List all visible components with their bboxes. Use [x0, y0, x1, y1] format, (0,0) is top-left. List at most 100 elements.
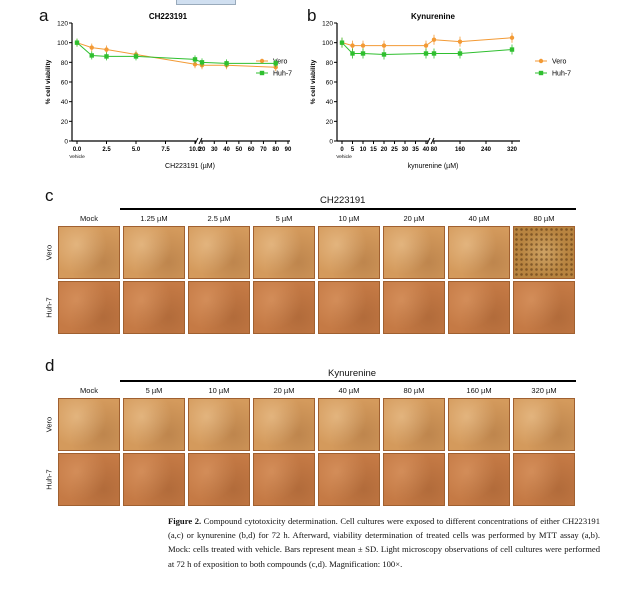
panel-c-micrograph-vero — [383, 226, 445, 279]
panel-c-micrograph-huh-7 — [188, 281, 250, 334]
panel-c-col-label: 20 µM — [403, 214, 425, 223]
panel-d-micrograph-vero — [383, 398, 445, 451]
chart-a-xlabel: CH223191 (µM) — [165, 163, 215, 170]
chart-b-point-huh-7 — [360, 51, 366, 56]
chart-b-axis-break — [426, 137, 431, 145]
panel-d-micrograph-vero — [58, 398, 120, 451]
chart-b-xtick-label: 20 — [381, 147, 388, 153]
chart-a-ytick-label: 40 — [61, 99, 69, 106]
panel-d-micrograph-vero — [188, 398, 250, 451]
panel-c-col-label: 80 µM — [533, 214, 555, 223]
panel-d-micrograph-huh-7 — [123, 453, 185, 506]
chart-b-ytick-label: 20 — [326, 119, 334, 126]
panel-c-col-label: 40 µM — [468, 214, 490, 223]
panel-b-label: b — [307, 6, 317, 25]
chart-b-point-huh-7 — [381, 52, 387, 57]
panel-c-col-label: 1.25 µM — [140, 214, 168, 223]
chart-b-point-vero — [423, 43, 429, 48]
panel-d-col-label: 320 µM — [531, 386, 557, 395]
chart-a-ytick-label: 60 — [61, 80, 69, 87]
panel-d-micrograph-huh-7 — [188, 453, 250, 506]
chart-b-xtick-label: 320 — [507, 147, 518, 153]
chart-a-ylabel: % cell viability — [45, 59, 52, 104]
panel-d-col-label: Mock — [80, 386, 98, 395]
chart-a-point-huh-7 — [224, 61, 229, 66]
chart-a-ytick-label: 20 — [61, 119, 69, 126]
panel-c-micrograph-vero — [188, 226, 250, 279]
panel-c-micrograph-huh-7 — [448, 281, 510, 334]
chart-a-series-line-huh-7 — [76, 42, 276, 64]
panel-c-col-label: 5 µM — [275, 214, 293, 223]
chart-b-ytick-label: 40 — [326, 99, 334, 106]
panel-c-col-label: 10 µM — [338, 214, 360, 223]
panel-d-col-label: 40 µM — [338, 386, 360, 395]
chart-a-xtick-label: 20 — [199, 147, 206, 153]
panel-c-micrograph-vero — [253, 226, 315, 279]
chart-b-xtick-label: 15 — [370, 147, 377, 153]
chart-a-point-vero — [104, 47, 109, 52]
panel-c-micrograph-vero — [318, 226, 380, 279]
chart-b-xtick-label: 40 — [423, 147, 430, 153]
panel-d-micrograph-huh-7 — [253, 453, 315, 506]
chart-a-ytick-label: 120 — [57, 21, 68, 28]
panel-c-micrograph-huh-7 — [253, 281, 315, 334]
panel-c-row-label: Vero — [44, 244, 54, 260]
chart-a-xtick-label: 30 — [211, 147, 218, 153]
chart-a-series-line-vero — [76, 42, 276, 68]
chart-b-ylabel: % cell viability — [310, 59, 317, 104]
panel-c-micrograph-vero — [448, 226, 510, 279]
chart-a-ytick-label: 80 — [61, 60, 69, 67]
figure-caption: Figure 2. Compound cytotoxicity determin… — [168, 514, 600, 571]
chart-b-point-huh-7 — [339, 40, 345, 45]
chart-b-ytick-label: 60 — [326, 80, 334, 87]
chart-a-ytick-label: 100 — [57, 40, 68, 47]
chart-b-point-vero — [381, 43, 387, 48]
chart-b-point-huh-7 — [423, 51, 429, 56]
chart-b-xlabel: kynurenine (µM) — [408, 163, 459, 170]
chart-b-point-huh-7 — [457, 51, 463, 56]
chart-b-xtick-label: 5 — [351, 147, 355, 153]
chart-a-xtick-label: 40 — [223, 147, 230, 153]
chart-a-xtick-label: 70 — [260, 147, 267, 153]
chart-b-xtick-label: 80 — [431, 147, 438, 153]
chart-a-point-huh-7 — [133, 54, 139, 59]
chart-a-point-vero — [192, 62, 198, 67]
panel-c-row-label: Huh-7 — [44, 296, 54, 318]
panel-d-bracket — [120, 380, 576, 382]
panel-c-micrograph-vero — [58, 226, 120, 279]
chart-a-vehicle-label: Vehicle — [69, 154, 85, 160]
chart-a-xtick-label: 10.0 — [189, 147, 201, 153]
panel-d-micrograph-vero — [253, 398, 315, 451]
chart-a-xtick-label: 7.5 — [161, 147, 170, 153]
panel-d-row-label: Vero — [44, 416, 54, 432]
chart-a-point-huh-7 — [192, 57, 198, 62]
chart-a-ytick-label: 0 — [64, 139, 68, 146]
panel-c-label: c — [45, 186, 54, 205]
chart-b-xtick-label: 35 — [412, 147, 419, 153]
chart-a-legend-label: Huh-7 — [273, 71, 292, 78]
chart-b-point-huh-7 — [431, 51, 437, 56]
chart-b-ytick-label: 0 — [329, 139, 333, 146]
chart-b-point-vero — [350, 43, 355, 48]
chart-b-point-vero — [360, 43, 366, 48]
panel-d-micrograph-huh-7 — [383, 453, 445, 506]
panel-d-col-label: 80 µM — [403, 386, 425, 395]
panel-d-col-label: 20 µM — [273, 386, 295, 395]
panel-d-col-label: 10 µM — [208, 386, 230, 395]
panel-c-micrograph-huh-7 — [383, 281, 445, 334]
chart-a-legend-label: Vero — [273, 59, 288, 66]
chart-b-xtick-label: 30 — [402, 147, 409, 153]
chart-a-point-huh-7 — [89, 53, 94, 58]
chart-b-xtick-label: 240 — [481, 147, 492, 153]
chart-a-xtick-label: 60 — [248, 147, 255, 153]
panel-d-micrograph-vero — [513, 398, 575, 451]
panel-d-compound: Kynurenine — [328, 368, 377, 379]
chart-a-xtick-label: 80 — [272, 147, 279, 153]
panel-d-micrograph-huh-7 — [448, 453, 510, 506]
chart-b-axis-break — [430, 137, 435, 145]
chart-b-xtick-label: 0 — [340, 147, 344, 153]
panel-d-micrograph-huh-7 — [513, 453, 575, 506]
chart-b-ytick-label: 80 — [326, 60, 334, 67]
chart-a-point-huh-7 — [273, 61, 278, 66]
